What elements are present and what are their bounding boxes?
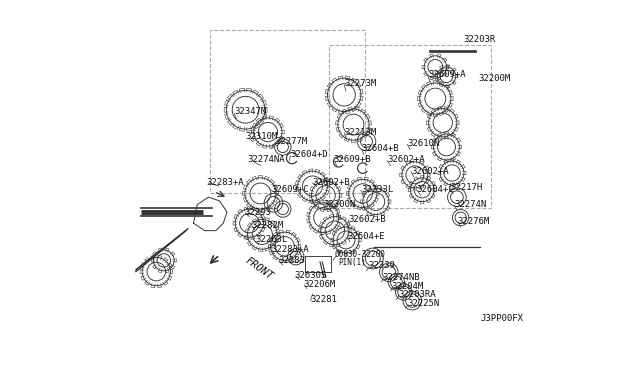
Text: 32200M: 32200M xyxy=(478,74,510,83)
Text: 32602+A: 32602+A xyxy=(411,167,449,176)
Text: 32610N: 32610N xyxy=(408,139,440,148)
Text: 32233L: 32233L xyxy=(361,185,393,194)
Text: 32602+B: 32602+B xyxy=(348,215,385,224)
Text: 32283+A: 32283+A xyxy=(207,178,244,187)
Text: 32604+D: 32604+D xyxy=(291,150,328,159)
Text: 32630S: 32630S xyxy=(294,271,327,280)
Text: 32276M: 32276M xyxy=(458,217,490,226)
Text: 32213M: 32213M xyxy=(344,128,376,137)
Text: FRONT: FRONT xyxy=(244,256,275,282)
Text: 32274N: 32274N xyxy=(454,200,486,209)
Text: 32217H: 32217H xyxy=(450,183,483,192)
Text: 32609+B: 32609+B xyxy=(333,155,371,164)
Text: 32277M: 32277M xyxy=(275,137,308,146)
Text: 32282M: 32282M xyxy=(251,221,284,230)
Text: 32339: 32339 xyxy=(369,262,396,270)
Text: 32283+A: 32283+A xyxy=(271,245,308,254)
Text: 32203RA: 32203RA xyxy=(398,291,436,299)
Text: 32602+A: 32602+A xyxy=(387,155,424,164)
Text: 32347M: 32347M xyxy=(234,107,267,116)
Text: J3PP00FX: J3PP00FX xyxy=(480,314,523,323)
Text: PIN(1): PIN(1) xyxy=(339,258,366,267)
Text: 32310M: 32310M xyxy=(246,132,278,141)
Text: 32204M: 32204M xyxy=(392,282,424,291)
Text: 32263L: 32263L xyxy=(255,235,287,244)
Text: 32274NB: 32274NB xyxy=(383,273,420,282)
Text: 32273M: 32273M xyxy=(344,79,376,88)
Text: 32274NA: 32274NA xyxy=(248,155,285,164)
Text: 32225N: 32225N xyxy=(408,299,440,308)
Text: 32206M: 32206M xyxy=(303,280,336,289)
Text: 32602+B: 32602+B xyxy=(312,178,350,187)
Text: 32203R: 32203R xyxy=(463,35,495,44)
Text: 32281: 32281 xyxy=(310,295,337,304)
Text: 32293: 32293 xyxy=(245,208,272,217)
Text: 32604+E: 32604+E xyxy=(347,232,385,241)
Text: 00830-32200: 00830-32200 xyxy=(335,250,386,259)
Text: 32604+C: 32604+C xyxy=(417,185,454,194)
Text: 32604+B: 32604+B xyxy=(361,144,399,153)
Text: 32609+C: 32609+C xyxy=(271,185,309,194)
Text: 32283: 32283 xyxy=(278,256,305,265)
Text: 32300N: 32300N xyxy=(324,200,356,209)
Text: 32609+A: 32609+A xyxy=(428,70,465,79)
